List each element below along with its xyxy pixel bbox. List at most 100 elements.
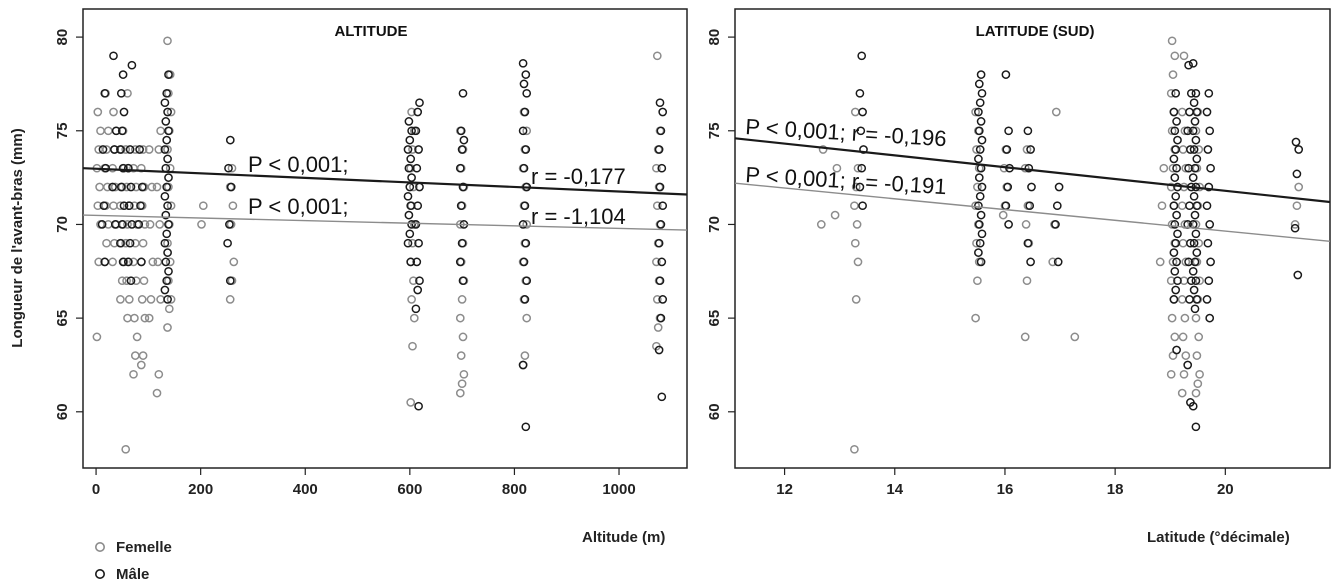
altitude-point-male [118, 257, 128, 267]
altitude-point-male [110, 145, 119, 154]
latitude-point-femelle [1167, 36, 1177, 46]
altitude-point-femelle [406, 398, 416, 407]
altitude-point-femelle [407, 295, 416, 304]
altitude-point-male [654, 145, 664, 154]
altitude-point-femelle [140, 220, 150, 229]
altitude-point-male [117, 220, 127, 229]
latitude-point-male [1172, 210, 1181, 220]
altitude-point-male [160, 191, 170, 201]
altitude-point-male [162, 88, 172, 98]
latitude-point-femelle [1070, 332, 1080, 342]
altitude-point-femelle [121, 444, 131, 454]
altitude-point-femelle [152, 388, 162, 398]
latitude-point-femelle [1166, 182, 1176, 192]
latitude-point-femelle [971, 313, 980, 323]
latitude-point-male [1206, 257, 1215, 267]
latitude-point-male [1186, 276, 1196, 286]
altitude-point-male [413, 285, 423, 295]
altitude-point-male [403, 191, 413, 201]
altitude-x-tick-label: 200 [188, 481, 213, 498]
legend-label-male: Mâle [116, 566, 149, 583]
altitude-point-femelle [652, 257, 661, 267]
latitude-point-femelle [1177, 107, 1187, 117]
altitude-point-femelle [227, 163, 237, 173]
altitude-point-femelle [155, 220, 165, 229]
altitude-point-femelle [652, 201, 662, 211]
altitude-point-male [412, 163, 422, 173]
altitude-point-male [163, 154, 172, 164]
altitude-point-male [457, 238, 467, 248]
latitude-point-male [1189, 285, 1199, 295]
latitude-y-tick-label: 70 [706, 216, 723, 233]
latitude-point-male [974, 201, 983, 211]
altitude-point-male [655, 182, 665, 192]
latitude-point-male [1184, 257, 1193, 267]
altitude-x-axis-label: Altitude (m) [582, 529, 665, 546]
altitude-point-femelle [117, 276, 127, 286]
latitude-point-femelle [1168, 257, 1178, 267]
latitude-regression-male [734, 137, 1331, 204]
altitude-point-male [405, 135, 415, 145]
altitude-point-femelle [163, 323, 172, 332]
latitude-point-male [1185, 295, 1194, 304]
latitude-point-male [1004, 126, 1013, 136]
altitude-point-femelle [156, 295, 165, 304]
latitude-point-femelle [1191, 313, 1201, 323]
altitude-point-male [520, 295, 530, 304]
latitude-point-male [974, 107, 983, 117]
latitude-plot-axes: 12 14 16 18 20 60 65 70 75 80 [706, 29, 1234, 498]
altitude-point-femelle [140, 313, 150, 323]
altitude-point-male [124, 201, 134, 211]
latitude-point-femelle [1180, 313, 1190, 323]
latitude-point-male [1053, 257, 1063, 267]
latitude-point-femelle [1166, 88, 1176, 98]
altitude-point-male [657, 257, 667, 267]
altitude-male-p-value: P < 0,001; [248, 152, 349, 177]
altitude-point-femelle [455, 313, 465, 323]
altitude-point-femelle [109, 201, 118, 211]
altitude-point-male [125, 238, 135, 248]
altitude-point-male [161, 117, 171, 126]
altitude-point-male [520, 201, 530, 211]
latitude-point-male [1170, 126, 1180, 136]
latitude-point-male [1171, 145, 1181, 154]
altitude-point-male [225, 276, 235, 286]
latitude-point-male [1204, 88, 1214, 98]
latitude-point-male [1189, 191, 1199, 201]
latitude-point-male [1192, 248, 1202, 257]
altitude-point-male [164, 126, 173, 136]
altitude-point-male [656, 313, 666, 323]
altitude-point-male [162, 229, 172, 239]
altitude-point-male [111, 126, 121, 136]
latitude-point-male [1184, 60, 1193, 70]
latitude-point-male [1294, 145, 1304, 154]
latitude-point-femelle [851, 295, 861, 304]
altitude-point-femelle [145, 220, 155, 229]
latitude-point-femelle [1194, 332, 1204, 342]
latitude-y-tick-label: 80 [706, 29, 723, 46]
altitude-point-male [520, 107, 530, 117]
latitude-point-femelle [972, 145, 981, 154]
latitude-point-male [1204, 182, 1214, 192]
latitude-point-femelle [853, 257, 863, 267]
altitude-point-femelle [458, 332, 468, 342]
altitude-point-male [654, 345, 664, 355]
altitude-point-male [656, 220, 666, 229]
latitude-point-femelle [1177, 295, 1187, 304]
altitude-point-male [162, 276, 172, 286]
latitude-point-femelle [1159, 163, 1169, 173]
altitude-point-male [163, 201, 172, 211]
latitude-point-femelle [1191, 388, 1201, 398]
altitude-point-femelle [116, 201, 125, 211]
latitude-point-male [1184, 163, 1193, 173]
altitude-point-male [404, 117, 414, 126]
altitude-point-male [161, 257, 171, 267]
latitude-point-male [977, 88, 987, 98]
y-axis-label: Longueur de l'avant-bras (mm) [9, 128, 26, 347]
latitude-point-male [1002, 145, 1012, 154]
latitude-point-male [1169, 248, 1179, 257]
latitude-point-male [977, 229, 987, 239]
latitude-point-femelle [1179, 369, 1189, 379]
altitude-point-femelle [456, 351, 466, 360]
altitude-point-femelle [163, 238, 172, 248]
